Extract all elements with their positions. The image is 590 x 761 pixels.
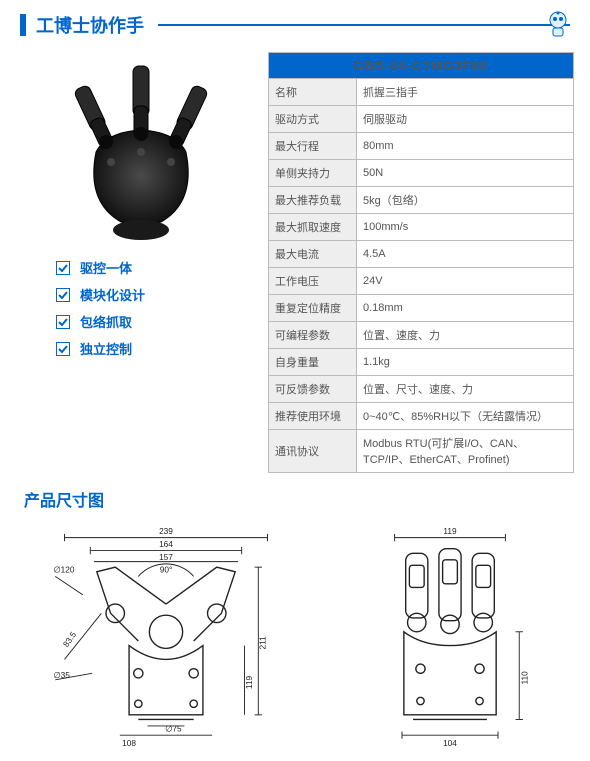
dimension-section-title: 产品尺寸图 (0, 473, 590, 515)
table-row: 名称抓握三指手 (269, 79, 574, 106)
spec-value: 位置、尺寸、速度、力 (357, 376, 574, 403)
dimension-side-view: 119 (326, 521, 574, 761)
spec-label: 单侧夹持力 (269, 160, 357, 187)
table-row: 通讯协议Modbus RTU(可扩展I/O、CAN、TCP/IP、EtherCA… (269, 430, 574, 473)
spec-value: 80mm (357, 133, 574, 160)
dim-label: 90° (160, 565, 173, 575)
main-content-row: 驱控一体 模块化设计 包络抓取 独立控制 GBS-04-CTMG3F60 名称抓… (0, 46, 590, 473)
spec-label: 推荐使用环境 (269, 403, 357, 430)
dim-label: 104 (443, 738, 457, 748)
right-column: GBS-04-CTMG3F60 名称抓握三指手 驱动方式伺服驱动 最大行程80m… (268, 52, 574, 473)
dim-label: 239 (159, 526, 173, 536)
spec-value: 24V (357, 268, 574, 295)
left-column: 驱控一体 模块化设计 包络抓取 独立控制 (16, 52, 256, 473)
spec-value: 0~40℃、85%RH以下（无结露情况） (357, 403, 574, 430)
spec-value: Modbus RTU(可扩展I/O、CAN、TCP/IP、EtherCAT、Pr… (357, 430, 574, 473)
dimension-row: 239 164 157 90° ∅120 83.5 (0, 515, 590, 761)
table-row: 驱动方式伺服驱动 (269, 106, 574, 133)
spec-label: 名称 (269, 79, 357, 106)
spec-label: 通讯协议 (269, 430, 357, 473)
mascot-icon (544, 10, 572, 40)
spec-label: 最大抓取速度 (269, 214, 357, 241)
product-image (26, 52, 246, 252)
dim-label: 119 (443, 526, 457, 536)
table-row: 最大推荐负载5kg（包络） (269, 187, 574, 214)
spec-label: 自身重量 (269, 349, 357, 376)
dim-label: 108 (122, 738, 136, 748)
table-row: 最大电流4.5A (269, 241, 574, 268)
spec-value: 位置、速度、力 (357, 322, 574, 349)
table-row: 单侧夹持力50N (269, 160, 574, 187)
header-accent-bar (20, 14, 26, 36)
spec-value: 100mm/s (357, 214, 574, 241)
table-header-row: GBS-04-CTMG3F60 (269, 53, 574, 79)
check-icon (56, 288, 70, 302)
spec-value: 5kg（包络） (357, 187, 574, 214)
feature-item: 独立控制 (56, 339, 145, 358)
spec-value: 50N (357, 160, 574, 187)
feature-item: 模块化设计 (56, 285, 145, 304)
table-row: 重复定位精度0.18mm (269, 295, 574, 322)
spec-label: 可编程参数 (269, 322, 357, 349)
dim-label: 119 (244, 676, 254, 690)
spec-value: 伺服驱动 (357, 106, 574, 133)
dim-label: ∅35 (53, 670, 70, 680)
dim-label: ∅75 (165, 723, 182, 733)
check-icon (56, 342, 70, 356)
check-icon (56, 315, 70, 329)
dim-label: 157 (159, 552, 173, 562)
dim-label: 164 (159, 539, 173, 549)
page-title: 工博士协作手 (36, 12, 144, 38)
page-header: 工博士协作手 (0, 0, 590, 46)
spec-label: 驱动方式 (269, 106, 357, 133)
dim-label: ∅120 (53, 565, 74, 575)
table-row: 最大行程80mm (269, 133, 574, 160)
header-rule (158, 24, 570, 26)
check-icon (56, 261, 70, 275)
spec-value: 1.1kg (357, 349, 574, 376)
dimension-front-view: 239 164 157 90° ∅120 83.5 (16, 521, 316, 761)
feature-label: 独立控制 (80, 339, 132, 358)
spec-label: 可反馈参数 (269, 376, 357, 403)
spec-value: 0.18mm (357, 295, 574, 322)
spec-value: 抓握三指手 (357, 79, 574, 106)
spec-table: GBS-04-CTMG3F60 名称抓握三指手 驱动方式伺服驱动 最大行程80m… (268, 52, 574, 473)
table-row: 可反馈参数位置、尺寸、速度、力 (269, 376, 574, 403)
feature-list: 驱控一体 模块化设计 包络抓取 独立控制 (16, 258, 145, 366)
dim-label: 110 (520, 671, 530, 685)
spec-label: 最大电流 (269, 241, 357, 268)
table-row: 自身重量1.1kg (269, 349, 574, 376)
spec-label: 最大行程 (269, 133, 357, 160)
feature-item: 驱控一体 (56, 258, 145, 277)
table-row: 工作电压24V (269, 268, 574, 295)
dim-label: 211 (258, 636, 268, 650)
feature-label: 模块化设计 (80, 285, 145, 304)
spec-label: 重复定位精度 (269, 295, 357, 322)
spec-value: 4.5A (357, 241, 574, 268)
feature-label: 驱控一体 (80, 258, 132, 277)
spec-label: 工作电压 (269, 268, 357, 295)
table-row: 最大抓取速度100mm/s (269, 214, 574, 241)
spec-label: 最大推荐负载 (269, 187, 357, 214)
table-row: 推荐使用环境0~40℃、85%RH以下（无结露情况） (269, 403, 574, 430)
table-row: 可编程参数位置、速度、力 (269, 322, 574, 349)
model-header: GBS-04-CTMG3F60 (269, 53, 574, 79)
feature-item: 包络抓取 (56, 312, 145, 331)
feature-label: 包络抓取 (80, 312, 132, 331)
